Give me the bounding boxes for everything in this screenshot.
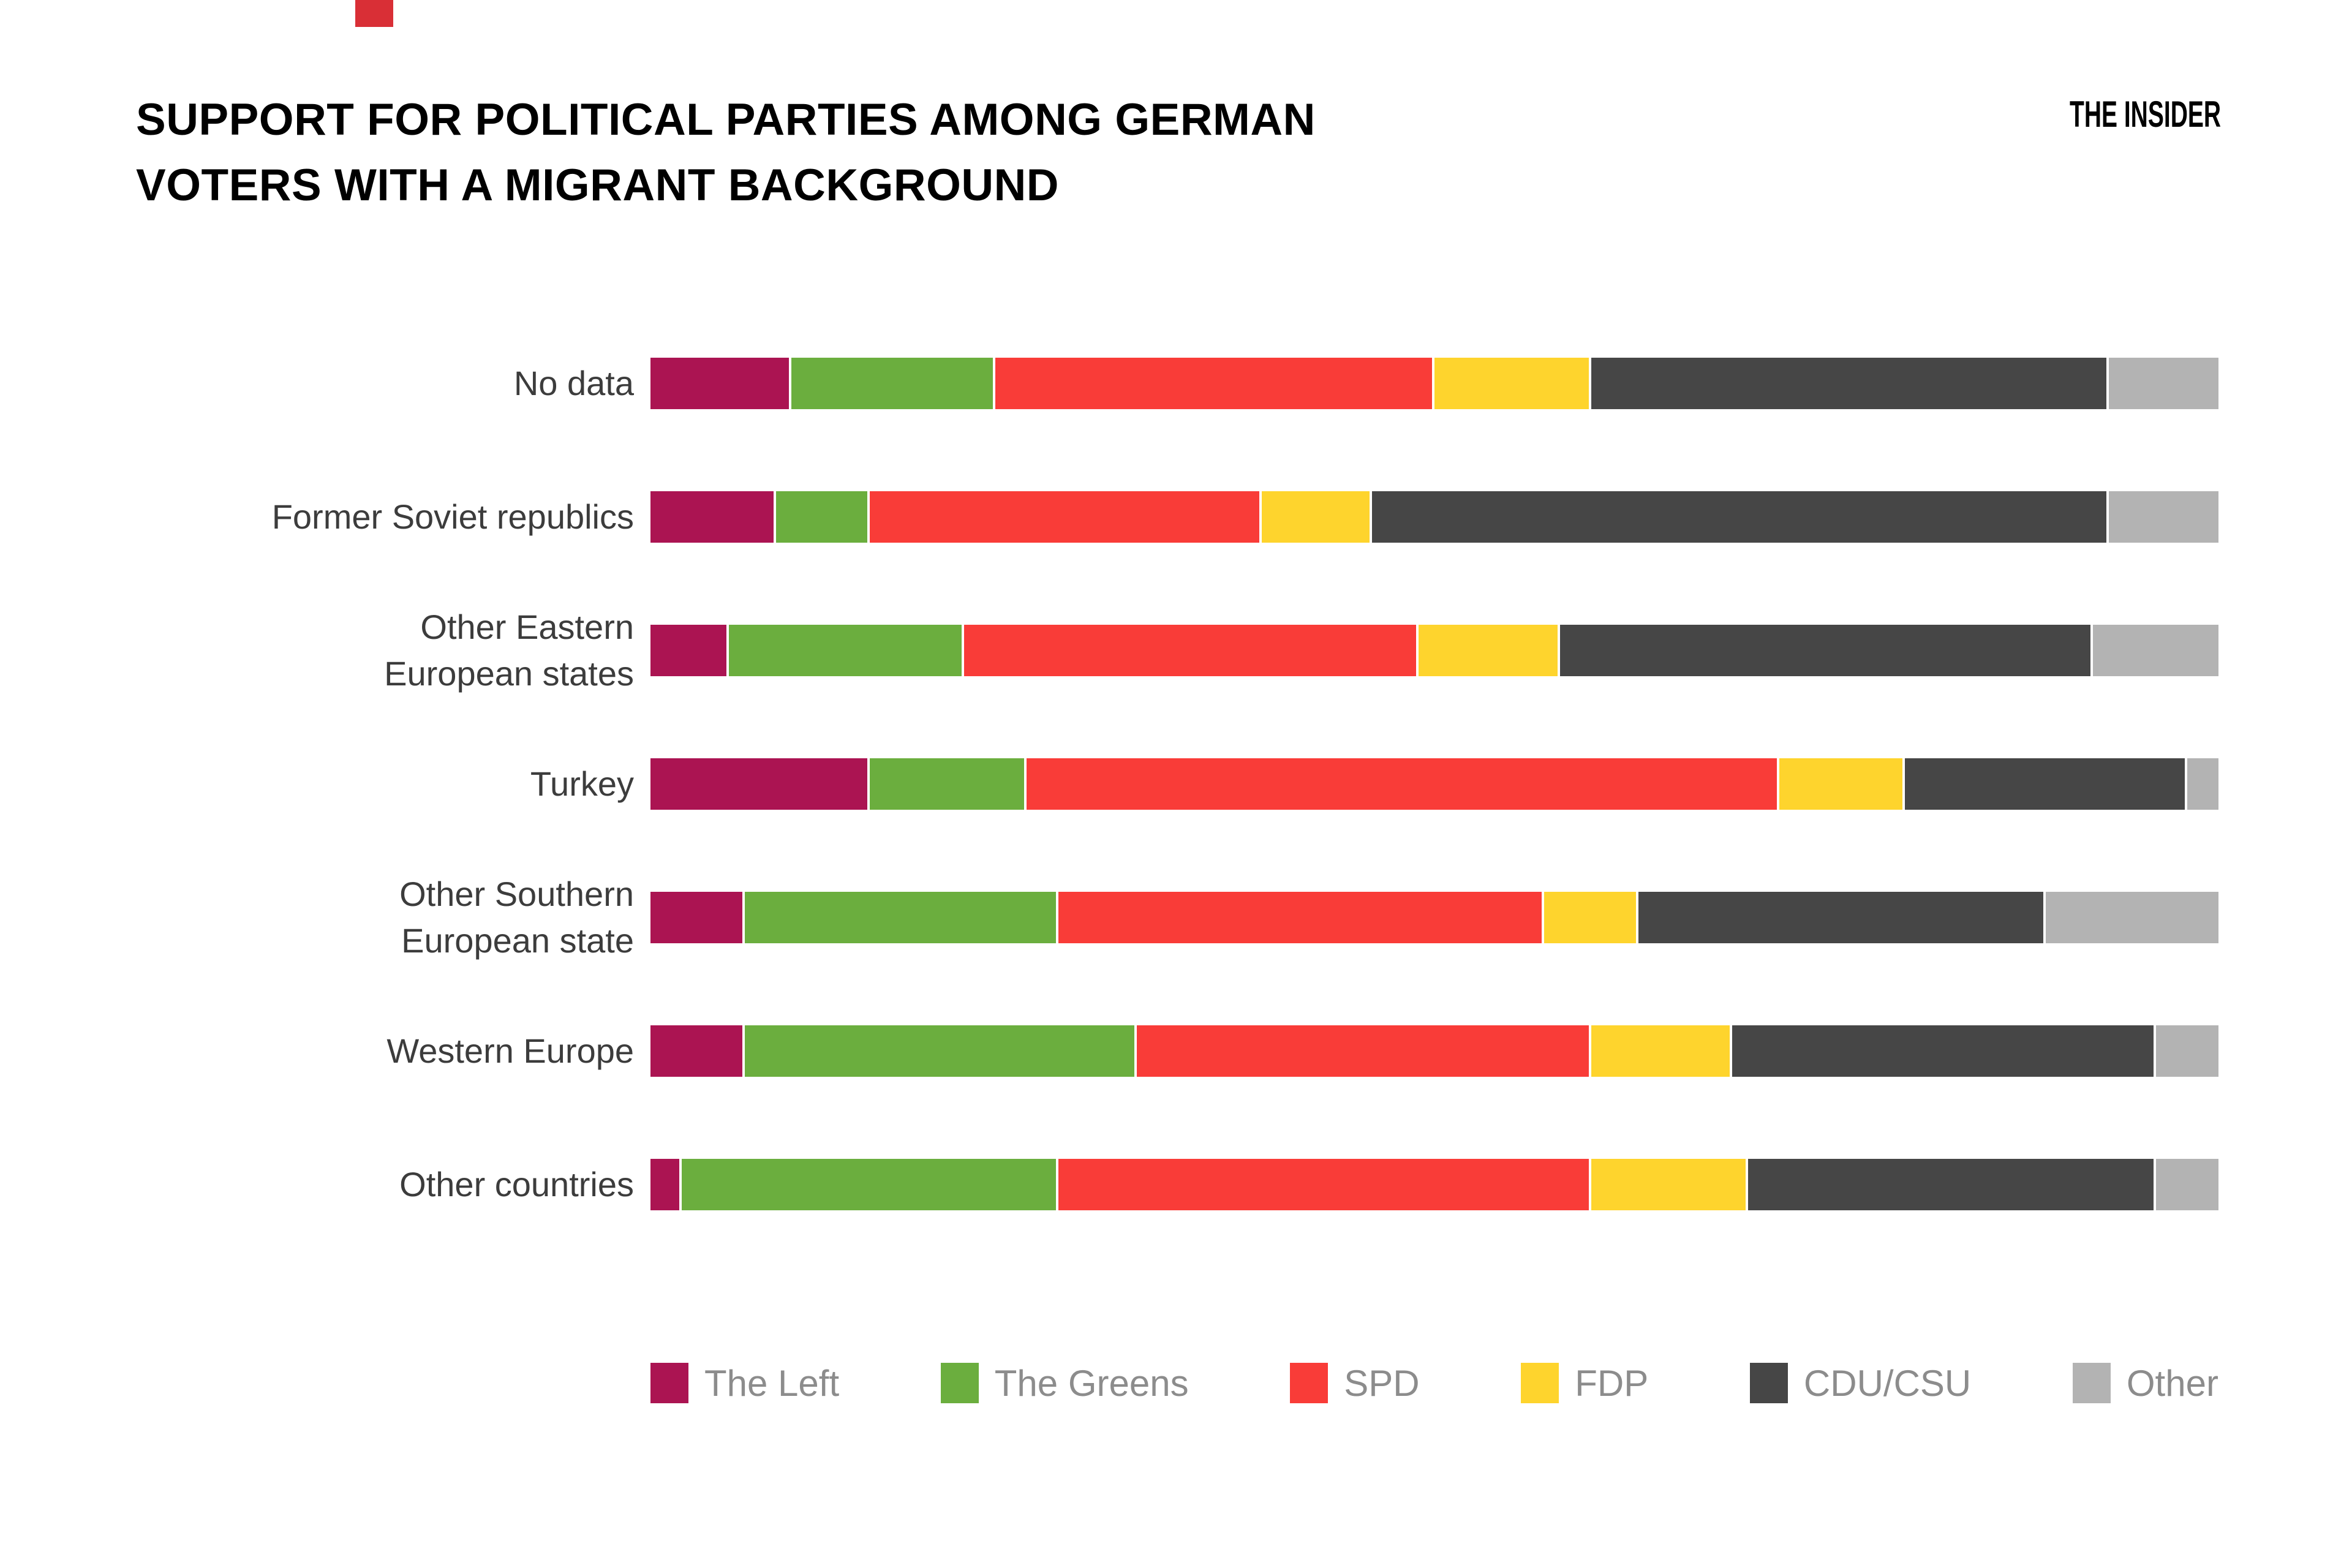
bar-segment-the-left: [650, 491, 776, 543]
legend-item-cdu-csu: CDU/CSU: [1749, 1362, 1972, 1404]
chart-row-western-europe: Western Europe: [0, 1025, 2352, 1077]
category-label-line: European state: [401, 921, 634, 960]
bar-segment-spd: [995, 358, 1434, 409]
category-label-no-data: No data: [0, 360, 634, 407]
bar-segment-the-greens: [775, 491, 870, 543]
chart-row-other-southern-european-state: Other Southern European state: [0, 875, 2352, 960]
legend-label-fdp: FDP: [1575, 1362, 1649, 1404]
category-label-former-soviet-republics: Former Soviet republics: [0, 494, 634, 540]
legend-swatch-fdp: [1521, 1363, 1559, 1403]
legend-swatch-spd: [1290, 1363, 1329, 1403]
category-label-line: Other countries: [399, 1165, 634, 1204]
bar-segment-the-greens: [682, 1159, 1058, 1210]
legend-swatch-the-greens: [940, 1363, 979, 1403]
chart-row-other-eastern-european-states: Other Eastern European states: [0, 608, 2352, 693]
bar-segment-fdp: [1419, 625, 1560, 676]
stacked-bar-turkey: [650, 758, 2218, 810]
chart-row-former-soviet-republics: Former Soviet republics: [0, 491, 2352, 543]
bar-segment-cdu-csu: [1559, 625, 2094, 676]
category-label-turkey: Turkey: [0, 761, 634, 807]
stacked-bar-other-countries: [650, 1159, 2218, 1210]
bar-segment-the-left: [650, 1159, 682, 1210]
legend-label-the-greens: The Greens: [994, 1362, 1189, 1404]
category-label-line: No data: [513, 364, 634, 402]
bar-segment-fdp: [1262, 491, 1372, 543]
legend-item-the-left: The Left: [650, 1362, 839, 1404]
bar-segment-other: [2046, 892, 2218, 943]
bar-segment-cdu-csu: [1747, 1159, 2156, 1210]
page-title-line-1: SUPPORT FOR POLITICAL PARTIES AMONG GERM…: [136, 95, 1316, 145]
bar-segment-the-greens: [744, 1025, 1137, 1077]
bar-segment-spd: [1058, 892, 1545, 943]
bar-segment-the-left: [650, 758, 870, 810]
bar-segment-the-left: [650, 892, 745, 943]
stacked-bar-western-europe: [650, 1025, 2218, 1077]
brand-logo: THE INSIDER: [2069, 94, 2221, 135]
chart-row-other-countries: Other countries: [0, 1159, 2352, 1210]
bar-segment-the-greens: [744, 892, 1058, 943]
legend-label-spd: SPD: [1344, 1362, 1420, 1404]
legend-item-other: Other: [2072, 1362, 2218, 1404]
legend-item-spd: SPD: [1290, 1362, 1420, 1404]
bar-segment-fdp: [1434, 358, 1591, 409]
bar-segment-the-greens: [870, 758, 1027, 810]
bar-segment-spd: [1136, 1025, 1591, 1077]
bar-segment-fdp: [1591, 1025, 1733, 1077]
chart-legend: The Left The Greens SPD FDP CDU/CSU Other: [650, 1359, 2218, 1408]
category-label-line: Other Eastern: [420, 608, 634, 646]
bar-segment-cdu-csu: [1371, 491, 2109, 543]
category-label-line: Former Soviet republics: [271, 497, 634, 536]
stacked-bar-former-soviet-republics: [650, 491, 2218, 543]
bar-segment-cdu-csu: [1591, 358, 2109, 409]
bar-segment-cdu-csu: [1904, 758, 2187, 810]
bar-segment-other: [2108, 491, 2218, 543]
bar-segment-cdu-csu: [1732, 1025, 2156, 1077]
bar-segment-spd: [964, 625, 1419, 676]
bar-segment-other: [2093, 625, 2218, 676]
bar-segment-spd: [1058, 1159, 1591, 1210]
bar-segment-the-left: [650, 358, 792, 409]
category-label-line: Turkey: [530, 764, 634, 803]
bar-segment-other: [2108, 358, 2218, 409]
legend-item-the-greens: The Greens: [940, 1362, 1189, 1404]
stacked-bar-other-eastern-european-states: [650, 625, 2218, 676]
legend-label-cdu-csu: CDU/CSU: [1803, 1362, 1972, 1404]
category-label-line: Other Southern: [399, 875, 634, 913]
category-label-other-eastern-european-states: Other Eastern European states: [0, 604, 634, 697]
category-label-other-countries: Other countries: [0, 1161, 634, 1208]
legend-swatch-cdu-csu: [1749, 1363, 1788, 1403]
page-title: SUPPORT FOR POLITICAL PARTIES AMONG GERM…: [136, 87, 1316, 218]
bar-segment-other: [2155, 1159, 2218, 1210]
legend-swatch-the-left: [650, 1363, 688, 1403]
bar-segment-other: [2155, 1025, 2218, 1077]
bar-segment-the-left: [650, 625, 729, 676]
bar-segment-cdu-csu: [1638, 892, 2046, 943]
bar-segment-the-greens: [791, 358, 996, 409]
top-edge-red-mark: [355, 0, 393, 27]
legend-item-fdp: FDP: [1521, 1362, 1648, 1404]
bar-segment-the-left: [650, 1025, 745, 1077]
bar-segment-the-greens: [729, 625, 964, 676]
legend-swatch-other: [2072, 1363, 2111, 1403]
stacked-bar-other-southern-european-state: [650, 892, 2218, 943]
legend-label-the-left: The Left: [704, 1362, 840, 1404]
category-label-western-europe: Western Europe: [0, 1028, 634, 1074]
category-label-line: Western Europe: [386, 1031, 634, 1070]
bar-segment-other: [2187, 758, 2218, 810]
bar-segment-fdp: [1591, 1159, 1748, 1210]
stacked-bar-no-data: [650, 358, 2218, 409]
chart-row-turkey: Turkey: [0, 758, 2352, 810]
bar-segment-fdp: [1779, 758, 1905, 810]
category-label-other-southern-european-state: Other Southern European state: [0, 871, 634, 964]
legend-label-other: Other: [2126, 1362, 2218, 1404]
page-title-line-2: VOTERS WITH A MIGRANT BACKGROUND: [136, 160, 1060, 210]
chart-row-no-data: No data: [0, 358, 2352, 409]
bar-segment-fdp: [1544, 892, 1638, 943]
category-label-line: European states: [384, 654, 634, 693]
bar-segment-spd: [1027, 758, 1780, 810]
bar-segment-spd: [870, 491, 1262, 543]
